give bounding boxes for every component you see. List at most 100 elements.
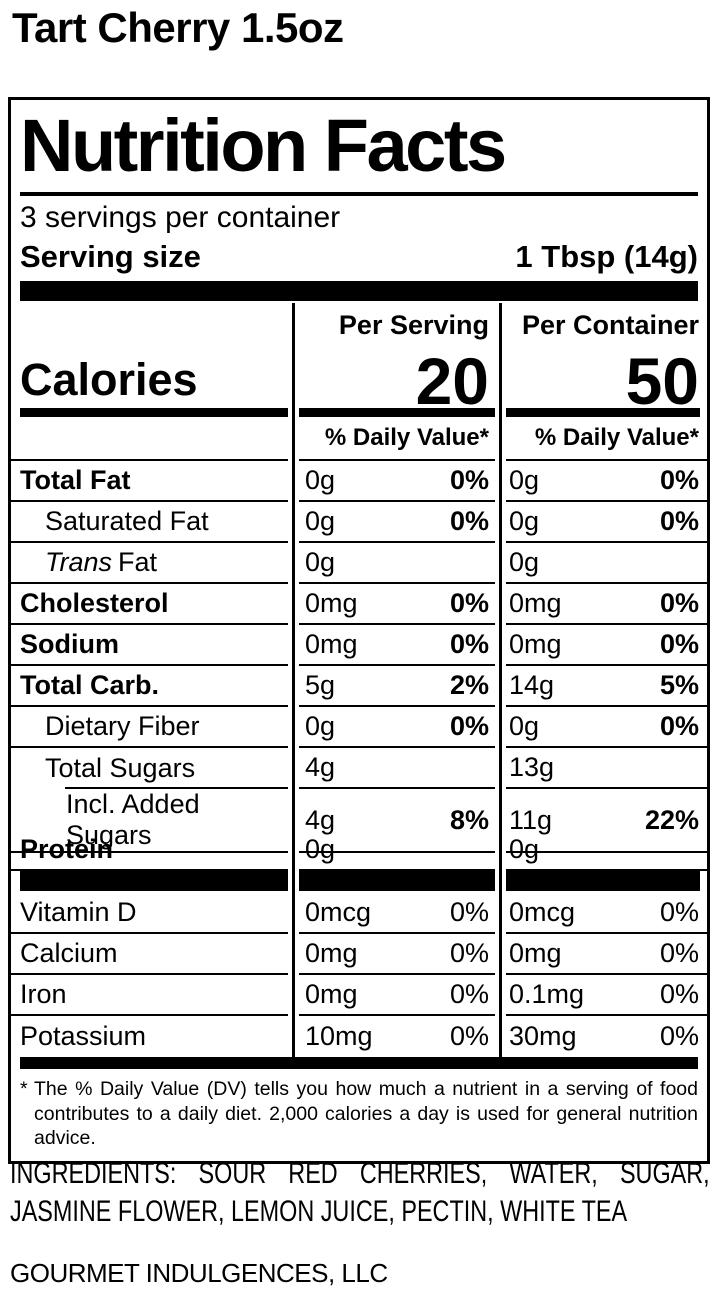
- container-amount: 0mcg: [509, 897, 576, 927]
- container-amount: 11g: [509, 804, 553, 835]
- container-dv: 0%: [659, 588, 699, 618]
- container-amount: 0mg: [509, 938, 562, 968]
- product-title: Tart Cherry 1.5oz: [12, 4, 344, 51]
- serving-dv: 0%: [449, 938, 489, 968]
- serving-size-value: 1 Tbsp (14g): [515, 239, 698, 274]
- serving-amount: 5g: [305, 670, 336, 700]
- nutrient-row: Total Sugars 4g 13g: [11, 748, 707, 789]
- nutrition-facts-title: Nutrition Facts: [20, 100, 698, 196]
- nutrient-name: Potassium: [20, 1021, 147, 1051]
- serving-amount: 10mg: [305, 1021, 373, 1051]
- daily-value-header-container: % Daily Value*: [506, 417, 707, 461]
- calories-underline-row: [11, 408, 707, 417]
- serving-size-label: Serving size: [20, 239, 201, 274]
- nutrient-name: Total Sugars: [11, 748, 288, 789]
- nutrient-row: Potassium 10mg 0% 30mg 0%: [11, 1016, 707, 1057]
- serving-dv: 0%: [449, 629, 489, 659]
- thick-divider-bottom: [20, 1057, 698, 1069]
- nutrient-name: Calcium: [11, 934, 288, 975]
- nutrient-rows: Total Fat 0g 0% 0g 0% Saturated Fat 0g 0% 0g 0% Tr…: [11, 461, 707, 1057]
- ingredients-list: INGREDIENTS: SOUR RED CHERRIES, WATER, S…: [10, 1157, 710, 1228]
- container-amount: 30mg: [509, 1021, 577, 1051]
- calories-per-serving: 20: [415, 344, 489, 418]
- calories-label: Calories: [20, 354, 198, 405]
- serving-size-row: Serving size 1 Tbsp (14g): [20, 237, 698, 277]
- nutrient-name: Cholesterol: [11, 584, 288, 625]
- serving-dv: 0%: [449, 979, 489, 1009]
- nutrient-name: Total Carb.: [11, 666, 288, 707]
- container-dv: 0%: [659, 897, 699, 927]
- column-separator-2: [499, 303, 502, 1057]
- daily-value-footnote: * The % Daily Value (DV) tells you how mu…: [20, 1075, 698, 1161]
- nutrient-row: Total Carb. 5g 2% 14g 5%: [11, 666, 707, 707]
- nutrient-row: Calcium 0mg 0% 0mg 0%: [11, 934, 707, 975]
- nutrient-name: Trans Fat: [11, 543, 288, 584]
- nutrient-row: Cholesterol 0mg 0% 0mg 0%: [11, 584, 707, 625]
- serving-amount: 0g: [305, 834, 336, 864]
- container-amount: 0.1mg: [509, 979, 585, 1009]
- container-dv: 0%: [659, 938, 699, 968]
- container-amount: 0g: [509, 506, 540, 536]
- nutrient-row: Vitamin D 0mcg 0% 0mcg 0%: [11, 893, 707, 934]
- container-dv: 22%: [644, 804, 699, 835]
- container-amount: 0g: [509, 834, 540, 864]
- serving-dv: 0%: [449, 588, 489, 618]
- daily-value-header-serving: % Daily Value*: [299, 417, 495, 461]
- serving-dv: 0%: [449, 1021, 489, 1051]
- serving-amount: 0g: [305, 547, 336, 577]
- serving-amount: 4g: [305, 752, 336, 782]
- serving-dv: 0%: [449, 506, 489, 536]
- per-container-header: Per Container: [521, 309, 699, 340]
- container-amount: 0mg: [509, 588, 562, 618]
- nutrient-row: Protein 0g 0g: [11, 830, 707, 871]
- nutrient-row: Sodium 0mg 0% 0mg 0%: [11, 625, 707, 666]
- container-amount: 0g: [509, 465, 540, 495]
- serving-amount: 0mg: [305, 588, 358, 618]
- nutrient-name: Incl. Added Sugars: [11, 789, 288, 853]
- header-spacer: [11, 303, 288, 347]
- serving-dv: 0%: [449, 897, 489, 927]
- container-amount: 13g: [509, 752, 555, 782]
- nutrient-name: Iron: [11, 975, 288, 1016]
- serving-dv: 0%: [449, 711, 489, 741]
- footnote-text: The % Daily Value (DV) tells you how muc…: [34, 1078, 698, 1149]
- daily-value-header-row: % Daily Value* % Daily Value*: [11, 417, 707, 461]
- calories-per-container: 50: [625, 344, 699, 418]
- container-amount: 0g: [509, 547, 540, 577]
- thick-divider-top: [20, 281, 698, 301]
- servings-per-container: 3 servings per container: [20, 201, 341, 234]
- nutrient-name: Sodium: [11, 625, 288, 666]
- container-dv: 5%: [659, 670, 699, 700]
- serving-amount: 0mg: [305, 979, 358, 1009]
- serving-dv: 0%: [449, 465, 489, 495]
- container-dv: 0%: [659, 1021, 699, 1051]
- container-dv: 0%: [659, 979, 699, 1009]
- nutrient-name: Total Fat: [11, 461, 288, 502]
- nutrient-row: Total Fat 0g 0% 0g 0%: [11, 461, 707, 502]
- nutrient-name: Protein: [11, 830, 288, 871]
- container-dv: 0%: [659, 506, 699, 536]
- serving-amount: 4g: [305, 804, 336, 835]
- nutrient-row: Incl. Added Sugars 4g 8% 11g 22%: [11, 789, 707, 853]
- section-divider: [11, 871, 707, 891]
- nutrition-facts-panel: Nutrition Facts 3 servings per container…: [8, 97, 710, 1164]
- nutrient-name: Dietary Fiber: [11, 707, 288, 748]
- company-name: GOURMET INDULGENCES, LLC: [10, 1258, 388, 1288]
- nutrient-table: Per Serving Per Container Calories 20 50…: [11, 303, 707, 1057]
- container-amount: 0g: [509, 711, 540, 741]
- serving-amount: 0mg: [305, 938, 358, 968]
- per-serving-header: Per Serving: [338, 309, 489, 340]
- nutrient-row: Dietary Fiber 0g 0% 0g 0%: [11, 707, 707, 748]
- column-separator-1: [292, 303, 295, 1057]
- nutrient-row: Trans Fat 0g 0g: [11, 543, 707, 584]
- serving-amount: 0g: [305, 506, 336, 536]
- container-dv: 0%: [659, 629, 699, 659]
- serving-amount: 0g: [305, 711, 336, 741]
- nutrient-row: Saturated Fat 0g 0% 0g 0%: [11, 502, 707, 543]
- footnote-asterisk: *: [20, 1078, 28, 1100]
- container-dv: 0%: [659, 711, 699, 741]
- serving-amount: 0mcg: [305, 897, 372, 927]
- nutrient-row: Iron 0mg 0% 0.1mg 0%: [11, 975, 707, 1016]
- serving-dv: 2%: [449, 670, 489, 700]
- calories-row: Calories 20 50: [11, 344, 707, 418]
